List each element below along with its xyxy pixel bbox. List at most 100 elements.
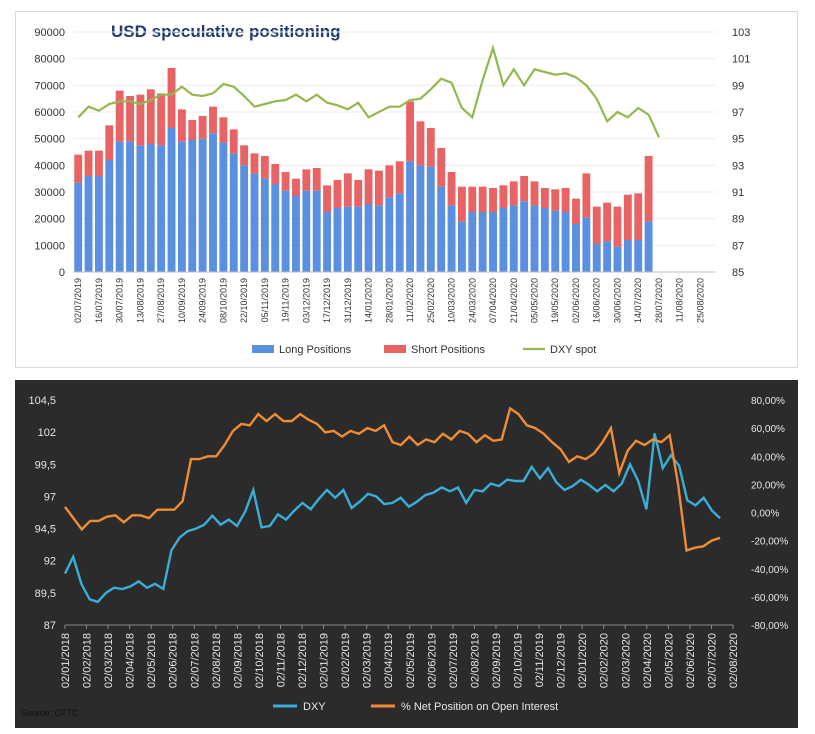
bar-short xyxy=(499,185,508,208)
bar-short xyxy=(229,129,238,154)
x-tick-label: 02/08/2019 xyxy=(469,633,481,688)
y-tick-label-right: 99 xyxy=(732,80,744,92)
x-tick-label: 10/09/2019 xyxy=(177,278,187,323)
bar-long xyxy=(312,190,321,272)
y-tick-label-left: 50000 xyxy=(34,134,65,146)
bar-short xyxy=(592,206,601,244)
bar-short xyxy=(219,117,228,143)
y-tick-label-left: 70000 xyxy=(34,80,65,92)
bar-short xyxy=(561,188,570,212)
bar-short xyxy=(395,161,404,194)
bar-short xyxy=(126,96,134,142)
bar-long xyxy=(603,241,612,272)
x-tick-label: 05/11/2019 xyxy=(260,278,270,322)
bar-long xyxy=(375,205,383,272)
x-tick-label: 02/02/2020 xyxy=(599,633,611,688)
bar-short xyxy=(74,154,83,183)
x-tick-label: 02/10/2019 xyxy=(513,633,525,688)
y-tick-label-right: 60,00% xyxy=(751,424,785,435)
x-tick-label: 22/10/2019 xyxy=(239,278,249,323)
bar-long xyxy=(209,133,217,272)
bar-short xyxy=(105,125,114,160)
x-tick-label: 02/03/2018 xyxy=(103,633,115,688)
bar-short xyxy=(312,168,321,191)
x-tick-label: 02/06/2019 xyxy=(426,633,438,688)
y-tick-label-right: 80,00% xyxy=(751,396,785,407)
y-tick-label-left: 97 xyxy=(44,491,56,503)
bar-short xyxy=(572,198,580,224)
bar-short xyxy=(489,188,497,212)
bar-short xyxy=(613,206,622,247)
legend-label: Long Positions xyxy=(279,344,352,356)
x-tick-label: 19/05/2020 xyxy=(550,278,560,323)
y-tick-label-right: -60,00% xyxy=(751,593,788,604)
bar-short xyxy=(603,202,612,242)
x-tick-label: 02/11/2019 xyxy=(534,633,546,687)
x-tick-label: 14/01/2020 xyxy=(364,278,374,323)
y-tick-label-left: 89,5 xyxy=(35,588,56,600)
x-tick-label: 02/10/2018 xyxy=(254,633,266,688)
y-tick-label-right: 91 xyxy=(732,187,744,199)
bar-long xyxy=(281,190,290,272)
legend-label: Short Positions xyxy=(411,344,485,356)
bar-long xyxy=(416,165,425,272)
x-tick-label: 02/02/2018 xyxy=(82,633,94,688)
x-tick-label: 02/04/2020 xyxy=(642,633,654,688)
dxy-net-position-chart: Source: CFTC 87 89,5 92 94,5 97 99,5 102 104,5 -… xyxy=(15,380,798,728)
bar-short xyxy=(406,101,414,162)
y-tick-label-left: 80000 xyxy=(34,54,65,66)
bar-long xyxy=(292,196,300,272)
bar-long xyxy=(250,173,259,272)
x-tick-label: 02/05/2020 xyxy=(663,633,675,688)
x-tick-label: 24/03/2020 xyxy=(467,278,477,323)
bar-long xyxy=(395,193,404,272)
bar-long xyxy=(302,190,311,272)
bar-long xyxy=(572,224,580,272)
y-tick-label-left: 40000 xyxy=(34,160,65,172)
bar-short xyxy=(115,90,124,142)
bar-long xyxy=(509,205,518,272)
bar-long xyxy=(105,160,114,272)
bar-long xyxy=(561,212,570,272)
bar-short xyxy=(209,106,217,134)
x-tick-label: 02/03/2020 xyxy=(620,633,632,688)
x-tick-label: 02/11/2018 xyxy=(276,633,288,687)
bar-short xyxy=(437,148,446,187)
x-tick-label: 02/06/2020 xyxy=(571,278,581,323)
bar-long xyxy=(177,141,186,272)
x-tick-label: 02/01/2019 xyxy=(319,633,331,688)
bar-long xyxy=(520,201,529,272)
usd-positioning-chart: USD speculative positioning 0 10000 20000 3… xyxy=(15,11,798,368)
x-tick-label: 16/06/2020 xyxy=(592,278,602,323)
y-tick-label-left: 0 xyxy=(59,267,65,279)
bar-long xyxy=(385,197,394,272)
bar-long xyxy=(354,206,363,272)
x-tick-label: 07/04/2020 xyxy=(488,278,498,323)
bar-long xyxy=(530,205,539,272)
y-tick-label-left: 30000 xyxy=(34,187,65,199)
bar-long xyxy=(323,212,332,272)
x-tick-label: 02/01/2018 xyxy=(60,633,72,688)
bar-long xyxy=(437,186,446,272)
legend-label: % Net Position on Open Interest xyxy=(401,701,558,713)
y-tick-label-left: 87 xyxy=(44,620,56,632)
bar-short xyxy=(198,116,207,139)
y-tick-label-right: 89 xyxy=(732,214,744,226)
x-tick-label: 02/09/2019 xyxy=(491,633,503,688)
x-tick-label: 11/08/2020 xyxy=(675,278,685,322)
x-tick-label: 25/08/2020 xyxy=(695,278,705,323)
x-tick-label: 28/07/2020 xyxy=(654,278,664,323)
x-tick-label: 02/05/2018 xyxy=(146,633,158,688)
y-tick-label-right: -80,00% xyxy=(751,621,788,632)
bar-long xyxy=(333,208,342,272)
x-tick-label: 05/05/2020 xyxy=(530,278,540,323)
x-tick-label: 02/04/2018 xyxy=(125,633,137,688)
bar-short xyxy=(426,128,435,167)
bar-short xyxy=(375,170,383,206)
bar-long xyxy=(592,244,601,272)
bar-long xyxy=(240,165,249,272)
y-tick-label-left: 102 xyxy=(38,427,56,439)
bar-long xyxy=(146,144,155,272)
x-tick-label: 21/04/2020 xyxy=(509,278,519,323)
x-tick-label: 30/07/2019 xyxy=(115,278,125,323)
